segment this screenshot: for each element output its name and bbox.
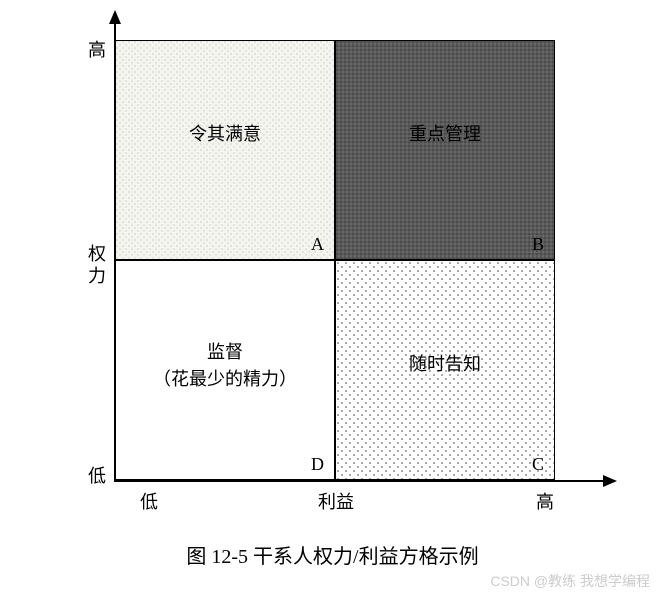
x-high-label: 高 <box>536 488 554 514</box>
x-low-label: 低 <box>140 488 158 514</box>
quad-d-corner: D <box>311 454 324 475</box>
y-axis-title: 权 力 <box>88 244 106 287</box>
quadrant-chart: 令其满意 A 重点管理 B 监督 （花最少的精力） D 随时告知 C <box>115 40 575 480</box>
quadrant-bottom-right: 随时告知 C <box>335 260 555 480</box>
x-axis-arrow <box>603 475 617 487</box>
y-axis-arrow <box>109 10 121 24</box>
quadrant-bottom-left: 监督 （花最少的精力） D <box>115 260 335 480</box>
quad-b-corner: B <box>532 234 544 255</box>
y-low-label: 低 <box>88 462 106 488</box>
watermark: CSDN @教练 我想学编程 <box>490 571 650 591</box>
quadrant-top-left: 令其满意 A <box>115 40 335 260</box>
quad-c-label: 随时告知 <box>336 351 554 378</box>
figure-caption: 图 12-5 干系人权力/利益方格示例 <box>0 540 665 569</box>
quad-b-label: 重点管理 <box>336 121 554 148</box>
quad-c-corner: C <box>532 454 544 475</box>
y-high-label: 高 <box>88 36 106 62</box>
quad-d-label: 监督 （花最少的精力） <box>116 339 334 393</box>
x-axis-title: 利益 <box>318 488 354 514</box>
quad-a-label: 令其满意 <box>116 121 334 148</box>
quadrant-top-right: 重点管理 B <box>335 40 555 260</box>
quad-a-corner: A <box>311 234 324 255</box>
